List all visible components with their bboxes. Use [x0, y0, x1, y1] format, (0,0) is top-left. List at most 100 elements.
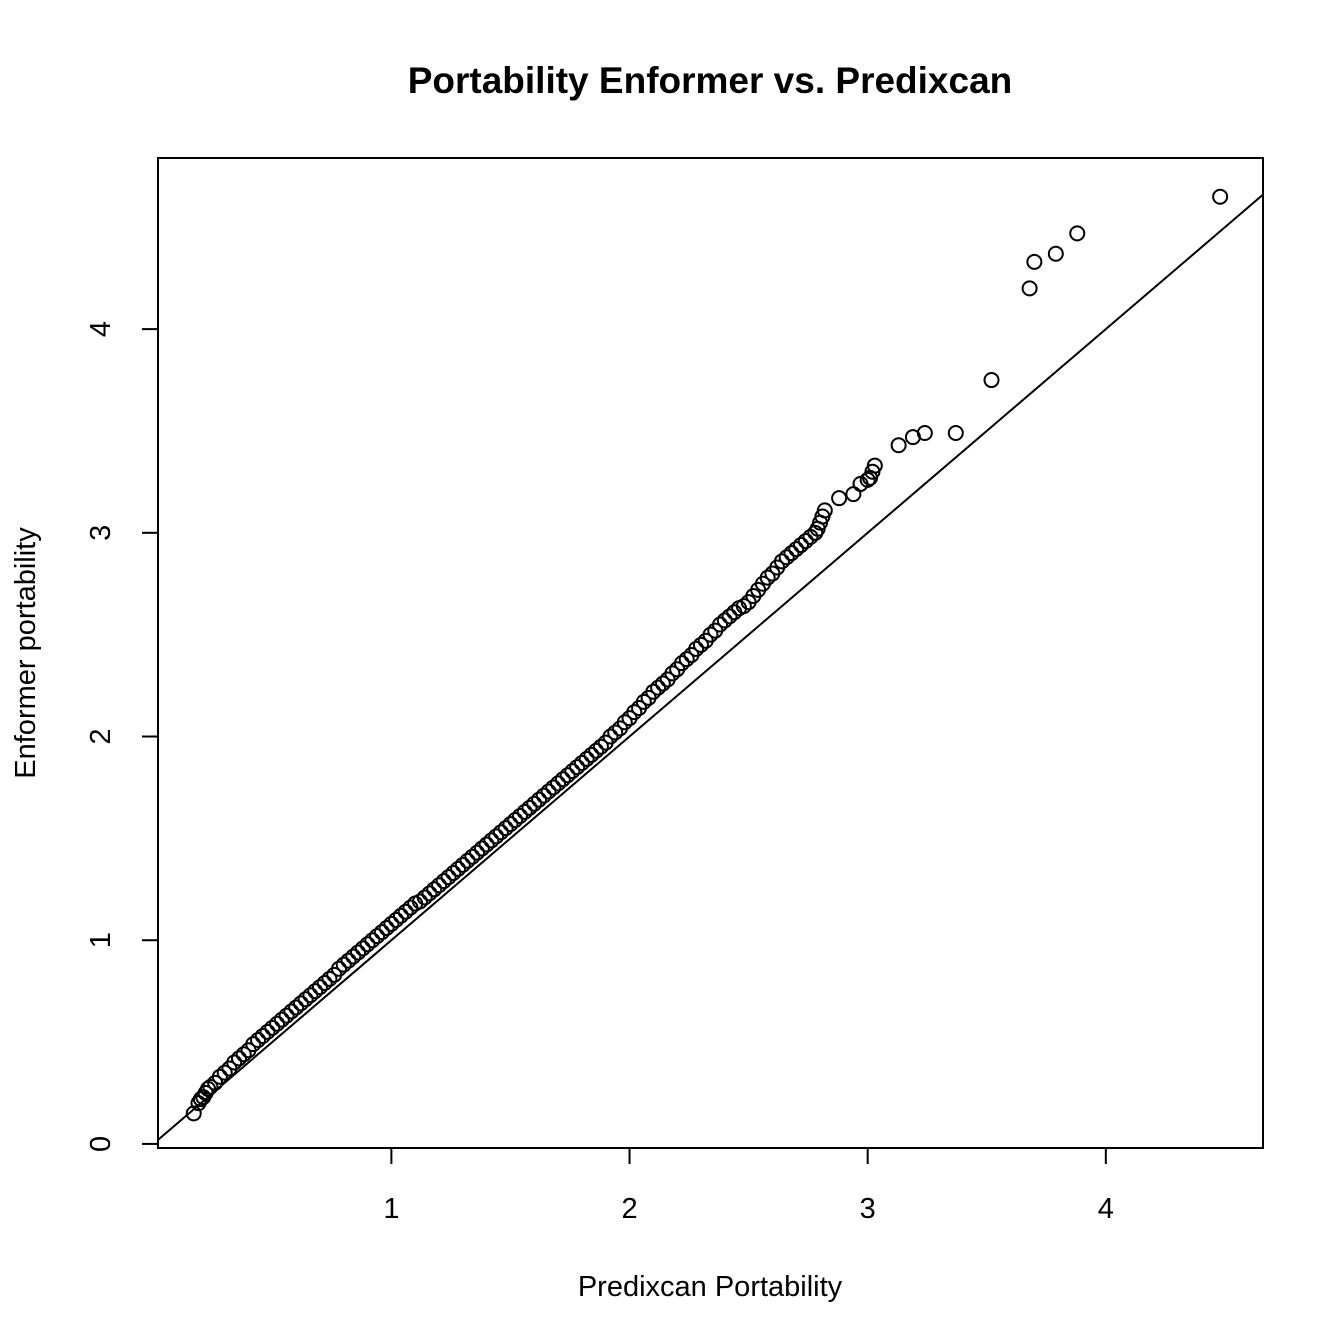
data-point [278, 1007, 295, 1024]
data-point [626, 704, 643, 721]
data-point [1047, 245, 1064, 262]
x-tick-label: 1 [383, 1193, 399, 1225]
data-point [373, 924, 390, 941]
data-point [416, 889, 433, 906]
data-point [983, 372, 1000, 389]
x-axis-label: Predixcan Portability [578, 1271, 843, 1303]
data-point [664, 665, 681, 682]
data-point [1069, 225, 1086, 242]
data-point [383, 915, 400, 932]
data-point [521, 799, 538, 816]
data-point [573, 755, 590, 771]
data-points [185, 188, 1229, 1122]
data-point [511, 807, 528, 824]
data-point [721, 608, 738, 625]
data-point [392, 907, 409, 924]
data-point [364, 932, 381, 949]
data-point [264, 1019, 281, 1036]
data-point [297, 991, 314, 1008]
data-point [488, 828, 505, 845]
y-tick-label: 1 [85, 932, 117, 948]
y-tick-label: 3 [85, 525, 117, 541]
data-point [492, 824, 509, 841]
data-point [788, 541, 805, 558]
data-point [388, 911, 405, 928]
x-axis: 1 2 3 4 [383, 1147, 1114, 1225]
data-point [564, 763, 581, 780]
data-point [307, 983, 324, 1000]
data-point [421, 885, 438, 902]
data-point [735, 598, 752, 615]
y-axis: 0 1 2 3 4 [85, 321, 159, 1152]
data-point [345, 948, 362, 965]
data-point [478, 836, 495, 853]
data-point [759, 569, 776, 586]
x-tick-label: 2 [621, 1193, 637, 1225]
data-point [654, 675, 671, 692]
data-point [283, 1003, 300, 1020]
reference-line-group [157, 193, 1264, 1141]
data-point [559, 767, 576, 784]
data-point [311, 979, 328, 996]
data-point [588, 742, 605, 759]
data-point [569, 759, 586, 776]
data-point [783, 545, 800, 562]
data-point [545, 779, 562, 796]
data-point [378, 920, 395, 936]
data-point [340, 952, 357, 969]
data-point [397, 903, 414, 920]
data-point [890, 437, 907, 454]
data-point [607, 724, 624, 741]
data-point [330, 960, 347, 977]
data-point [645, 683, 662, 700]
data-point [273, 1011, 290, 1028]
data-point [350, 944, 367, 961]
data-point [578, 750, 595, 767]
data-point [369, 928, 386, 945]
data-point [1212, 188, 1229, 205]
data-point [859, 471, 876, 488]
data-point [635, 693, 652, 710]
data-point [469, 844, 486, 861]
data-point [797, 532, 814, 549]
data-point [592, 738, 609, 755]
data-point [497, 820, 514, 837]
data-point [678, 651, 695, 668]
data-point [947, 425, 964, 441]
data-point [321, 970, 338, 987]
data-point [483, 832, 500, 849]
data-point [226, 1054, 243, 1071]
data-point [316, 975, 333, 991]
data-point [411, 893, 428, 910]
data-point [269, 1015, 286, 1032]
data-point [602, 728, 619, 745]
data-point [540, 783, 557, 800]
data-point [450, 860, 467, 877]
data-point [185, 1105, 202, 1122]
data-point [616, 714, 633, 731]
data-point [712, 616, 729, 633]
data-point [235, 1046, 252, 1063]
y-tick-label: 2 [85, 728, 117, 744]
data-point [202, 1078, 219, 1095]
data-point [778, 549, 795, 566]
data-point [502, 816, 519, 833]
data-point [454, 856, 471, 873]
plot-frame [157, 157, 1264, 1149]
data-point [435, 873, 452, 890]
data-point [526, 795, 543, 812]
y-axis-label: Enformer portability [10, 527, 42, 779]
data-point [531, 791, 548, 808]
data-point [692, 636, 709, 653]
data-point [254, 1027, 271, 1044]
data-point [211, 1068, 228, 1085]
data-point [866, 457, 883, 474]
data-point [507, 812, 524, 829]
data-point [1026, 253, 1043, 270]
reference-line [157, 193, 1264, 1141]
data-point [431, 877, 448, 894]
data-point [516, 803, 533, 820]
data-point [831, 490, 848, 507]
data-point [673, 655, 690, 672]
data-point [916, 425, 933, 441]
